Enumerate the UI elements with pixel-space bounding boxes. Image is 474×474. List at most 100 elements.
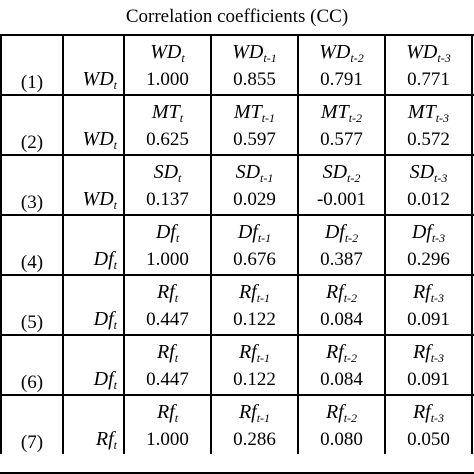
label-cell-empty: [63, 214, 124, 246]
correlation-value: 0.387: [297, 246, 385, 275]
correlation-value: 0.091: [384, 366, 472, 395]
target-variable-cell: WDt: [63, 126, 124, 155]
correlation-value: 0.286: [210, 426, 298, 454]
variable-subscript: t: [113, 377, 117, 392]
correlation-value: 0.771: [384, 66, 472, 95]
truncated-cell: [471, 34, 474, 95]
correlation-value: 0.050: [384, 426, 472, 454]
correlation-value: 0.029: [210, 186, 298, 215]
row-number: (5): [0, 274, 64, 335]
table-title: Correlation coefficients (CC): [125, 6, 349, 27]
correlation-value: 1.000: [123, 246, 211, 275]
variable-name: SD: [409, 161, 435, 183]
variable-symbol: Dft: [156, 221, 179, 245]
table-row-values: WDt 0.137 0.029 -0.001 0.012: [1, 186, 474, 215]
variable-name: WD: [232, 41, 264, 63]
variable-symbol: Dft: [94, 368, 117, 392]
variable-name: Rf: [156, 281, 175, 303]
correlation-value: 0.137: [123, 186, 211, 215]
correlation-value: 1.000: [123, 426, 211, 454]
correlation-value: 0.122: [210, 366, 298, 395]
variable-name: Rf: [412, 401, 431, 423]
correlation-value: 0.676: [210, 246, 298, 275]
variable-name: Df: [93, 247, 114, 270]
variable-subscript: t: [113, 197, 117, 212]
variable-subscript: t-3: [430, 291, 445, 305]
lag-variable-cell: WDt-3: [384, 34, 472, 66]
target-variable-cell: WDt: [63, 186, 124, 215]
lag-variable-cell: Rft-2: [297, 274, 385, 306]
lag-variable-cell: WDt: [123, 34, 211, 66]
correlation-value: 0.625: [123, 126, 211, 155]
correlation-value: 0.084: [297, 366, 385, 395]
label-cell-empty: [63, 154, 124, 186]
correlation-value: 0.080: [297, 426, 385, 454]
table-row-header: (3) SDt SDt-1 SDt-2 SDt-3: [0, 154, 474, 215]
variable-symbol: SDt-3: [409, 161, 448, 185]
variable-symbol: MTt-3: [408, 101, 449, 125]
row-number: (4): [0, 214, 64, 275]
variable-subscript: t: [181, 51, 185, 65]
variable-name: WD: [150, 41, 182, 63]
correlation-value: 0.791: [297, 66, 385, 95]
variable-subscript: t-1: [256, 351, 271, 365]
variable-symbol: WDt: [83, 128, 117, 152]
row-number: (7): [0, 394, 64, 454]
variable-symbol: Dft-2: [325, 221, 358, 245]
variable-subscript: t-1: [257, 231, 272, 245]
lag-variable-cell: SDt-3: [384, 154, 472, 186]
variable-name: Rf: [412, 341, 431, 363]
variable-name: Df: [237, 221, 258, 243]
variable-name: WD: [82, 187, 114, 210]
label-cell-empty: [63, 274, 124, 306]
variable-name: Rf: [325, 401, 344, 423]
lag-variable-cell: WDt-2: [297, 34, 385, 66]
correlation-value: 0.084: [297, 306, 385, 335]
row-number: (6): [0, 334, 64, 395]
variable-subscript: t-3: [431, 231, 446, 245]
lag-variable-cell: Dft: [123, 214, 211, 246]
table-row-header: (5) Rft Rft-1 Rft-2 Rft-3: [0, 274, 474, 335]
variable-symbol: Rft-2: [325, 341, 357, 365]
target-variable-cell: Rft: [63, 426, 124, 454]
variable-name: Rf: [325, 281, 344, 303]
table-row-header: (7) Rft Rft-1 Rft-2 Rft-3: [0, 394, 474, 454]
table-body: (1) WDt WDt-1 WDt-2 WDt-3 WDt 1.000 0.855 0.791 0…: [0, 34, 474, 454]
lag-variable-cell: Rft-3: [384, 334, 472, 366]
variable-symbol: Dft-1: [237, 221, 272, 245]
variable-subscript: t: [179, 111, 184, 125]
variable-name: Rf: [412, 281, 431, 303]
lag-variable-cell: Rft: [123, 334, 211, 366]
variable-symbol: Rft: [157, 401, 178, 425]
lag-variable-cell: SDt-2: [297, 154, 385, 186]
variable-name: SD: [153, 161, 179, 183]
variable-subscript: t-2: [348, 111, 363, 125]
lag-variable-cell: Rft: [123, 394, 211, 426]
variable-symbol: WDt: [82, 67, 117, 92]
variable-subscript: t-1: [256, 411, 271, 425]
variable-symbol: WDt: [150, 41, 185, 65]
lag-variable-cell: WDt-1: [210, 34, 298, 66]
variable-name: Df: [93, 307, 114, 330]
correlation-table: (1) WDt WDt-1 WDt-2 WDt-3 WDt 1.000 0.855 0.791 0…: [0, 34, 474, 454]
variable-name: Rf: [156, 341, 175, 363]
table-row-header: (4) Dft Dft-1 Dft-2 Dft-3: [0, 214, 474, 275]
bottom-edge: [0, 472, 474, 474]
truncated-cell: [471, 154, 474, 215]
lag-variable-cell: MTt-2: [297, 94, 385, 126]
variable-symbol: Rft-1: [239, 281, 270, 305]
target-variable-cell: WDt: [63, 66, 124, 95]
correlation-value: 1.000: [123, 66, 211, 95]
table-row-values: Dft 1.000 0.676 0.387 0.296: [1, 246, 474, 275]
variable-name: WD: [82, 67, 114, 90]
variable-symbol: Rft-1: [238, 401, 271, 425]
correlation-value: 0.447: [123, 306, 211, 335]
lag-variable-cell: MTt: [123, 94, 211, 126]
variable-name: Df: [411, 221, 432, 243]
variable-symbol: Rft-2: [325, 281, 357, 305]
label-cell-empty: [63, 94, 124, 126]
table-row-values: Dft 0.447 0.122 0.084 0.091: [1, 306, 474, 335]
variable-name: Rf: [238, 401, 257, 423]
variable-name: Rf: [325, 341, 344, 363]
